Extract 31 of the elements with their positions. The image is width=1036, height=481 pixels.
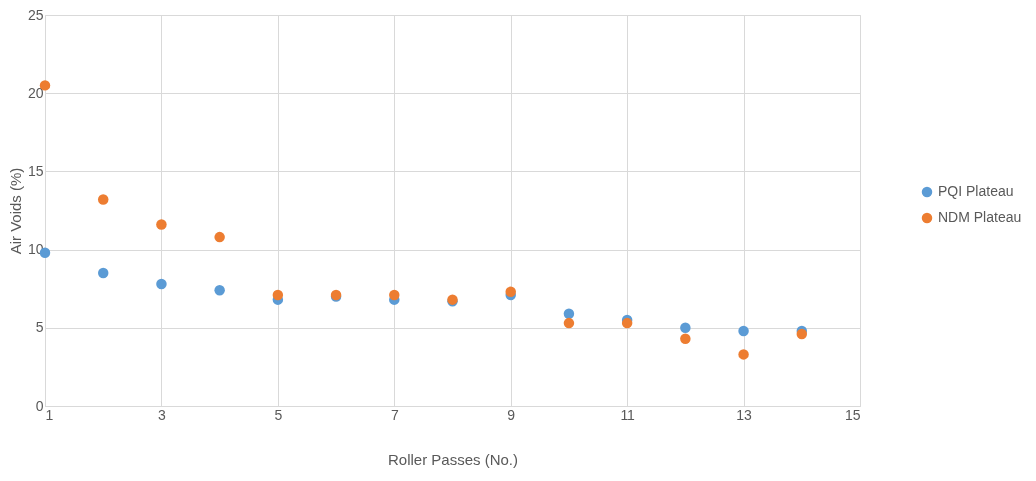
point [97,194,109,205]
legend-label: PQI Plateau [938,183,1014,199]
y-tick-label: 20 [27,84,44,101]
y-tick-label: 15 [27,162,44,179]
x-tick-label: 1 [45,406,54,423]
x-axis-title: Roller Passes (No.) [387,450,519,468]
x-tick-label: 15 [844,406,861,423]
point [680,322,691,334]
point [563,308,575,319]
point [738,349,749,360]
point [563,317,575,329]
point [156,278,167,290]
y-tick-label: 25 [27,6,44,23]
point [389,289,400,301]
y-tick-label: 5 [35,319,44,336]
x-tick-label: 5 [274,406,283,423]
x-tick-label: 11 [620,406,636,423]
point [214,285,225,296]
x-tick-label: 13 [736,406,753,423]
x-tick-label: 7 [390,406,399,423]
point [738,325,749,337]
y-axis-title: Air Voids (%) [6,167,24,255]
point [214,231,225,243]
x-tick-label: 9 [507,406,516,423]
point [680,333,691,344]
point [272,289,284,301]
point [156,219,167,230]
x-tick-label: 3 [158,406,167,423]
legend-label: NDM Plateau [938,209,1022,225]
y-tick-label: 0 [35,397,44,414]
point [97,267,109,279]
